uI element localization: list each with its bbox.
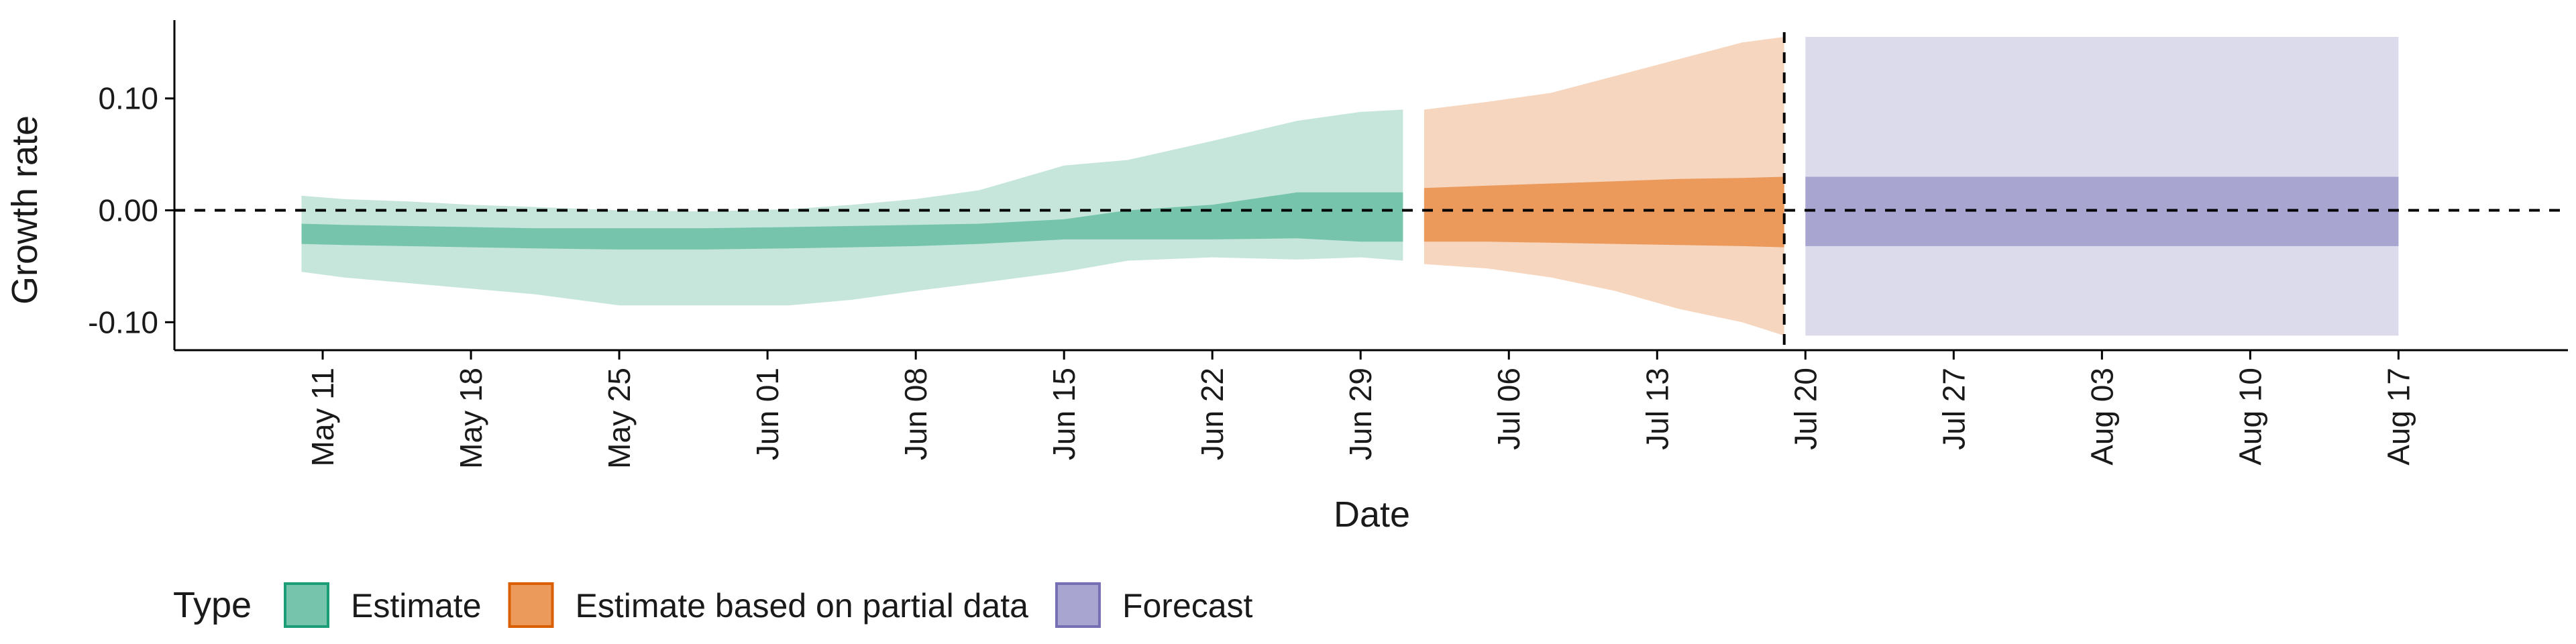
- x-tick-label: Jun 15: [1046, 368, 1081, 460]
- forecast-band-50: [1805, 176, 2399, 246]
- x-tick-label: Jun 29: [1343, 368, 1378, 460]
- legend-label-estimate-based-on-partial-data: Estimate based on partial data: [576, 587, 1029, 625]
- x-tick-label: Aug 03: [2084, 368, 2119, 466]
- x-tick-label: Jul 13: [1640, 368, 1674, 450]
- x-tick-label: Jun 08: [898, 368, 933, 460]
- y-tick-label: 0.10: [98, 81, 158, 116]
- legend-swatch-estimate-based-on-partial-data: [508, 582, 554, 628]
- legend-label-forecast: Forecast: [1122, 587, 1253, 625]
- x-axis-label: Date: [1334, 494, 1410, 535]
- y-axis-label: Growth rate: [5, 115, 45, 305]
- legend-swatch-forecast: [1055, 582, 1101, 628]
- y-tick-label: -0.10: [88, 305, 158, 339]
- legend-swatch-estimate: [284, 582, 329, 628]
- legend-label-estimate: Estimate: [351, 587, 482, 625]
- uncertainty-bands: [301, 37, 2399, 336]
- x-tick-label: Jul 06: [1491, 368, 1526, 450]
- x-tick-label: Jun 22: [1195, 368, 1230, 460]
- x-tick-label: Aug 17: [2381, 368, 2416, 466]
- legend: Type Estimate Estimate based on partial d…: [173, 582, 1253, 628]
- estimate-based-on-partial-data-band-50: [1424, 176, 1784, 248]
- x-tick-label: Jul 27: [1936, 368, 1971, 450]
- estimate-band-90: [301, 109, 1403, 306]
- x-tick-label: May 11: [305, 368, 340, 466]
- estimate-band-50: [301, 192, 1403, 250]
- legend-title: Type: [173, 585, 252, 625]
- x-tick-label: Jul 20: [1788, 368, 1823, 450]
- axes: -0.10 0.00 0.10 May 11 May 18 May 25 Jun 01 Jun…: [88, 20, 2568, 469]
- x-tick-label: Aug 10: [2233, 368, 2267, 466]
- x-tick-label: May 18: [453, 368, 488, 469]
- y-tick-label: 0.00: [98, 193, 158, 228]
- reference-lines: [174, 32, 2568, 350]
- x-tick-label: Jun 01: [750, 368, 785, 460]
- x-tick-label: May 25: [602, 368, 637, 469]
